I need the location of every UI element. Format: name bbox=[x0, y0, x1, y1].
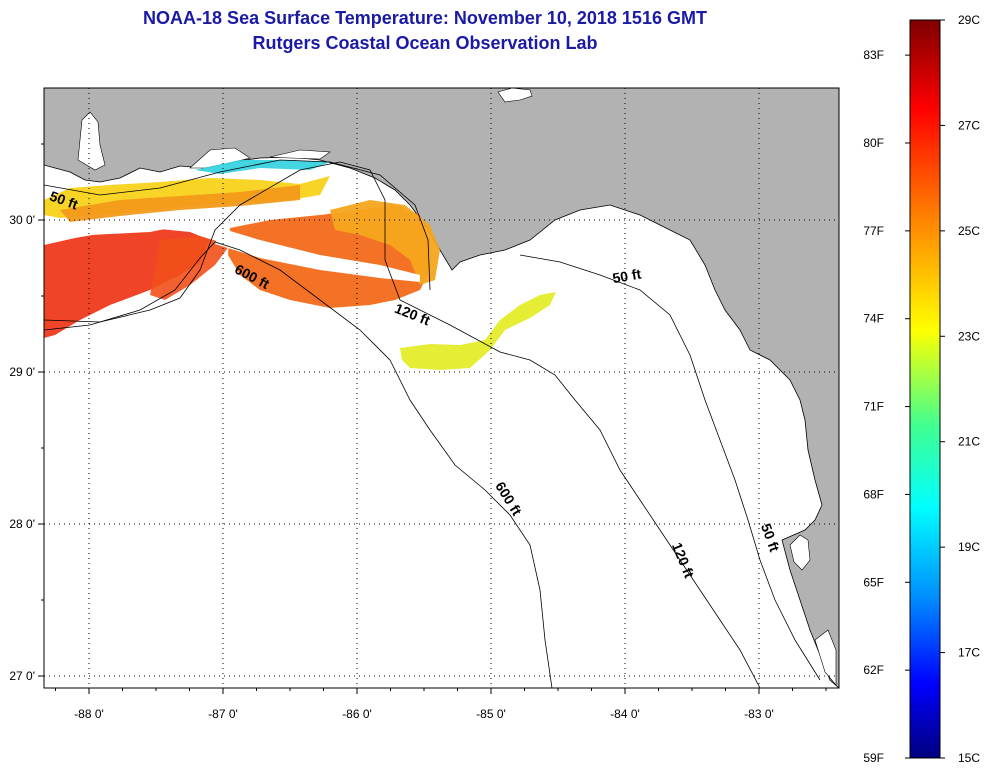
colorbar-label-fahrenheit: 68F bbox=[863, 487, 884, 501]
lon-tick-label: -87 0' bbox=[208, 707, 238, 721]
colorbar-label-fahrenheit: 77F bbox=[863, 224, 884, 238]
contour-50ft bbox=[44, 159, 431, 291]
sst-swath-orange-north bbox=[60, 185, 300, 222]
colorbar-label-celsius: 15C bbox=[958, 751, 980, 765]
lon-tick-label: -86 0' bbox=[342, 707, 372, 721]
lat-tick-label: 27 0' bbox=[9, 669, 35, 683]
lon-tick-label: -88 0' bbox=[74, 707, 104, 721]
tampa-bay bbox=[789, 534, 811, 571]
colorbar-label-celsius: 17C bbox=[958, 646, 980, 660]
colorbar-label-celsius: 23C bbox=[958, 329, 980, 343]
contour-50ft-east bbox=[519, 254, 821, 681]
colorbar bbox=[909, 19, 941, 759]
lake-okeechobee-area bbox=[497, 88, 533, 103]
colorbar-label-celsius: 25C bbox=[958, 224, 980, 238]
charlotte-harbor bbox=[814, 629, 837, 686]
colorbar-label-celsius: 21C bbox=[958, 435, 980, 449]
colorbar-label-fahrenheit: 83F bbox=[863, 48, 884, 62]
cloud-gap bbox=[215, 228, 420, 282]
contour-120ft bbox=[44, 161, 761, 688]
colorbar-label-celsius: 27C bbox=[958, 118, 980, 132]
lat-tick-label: 28 0' bbox=[9, 517, 35, 531]
map-frame bbox=[43, 87, 840, 689]
colorbar-label-celsius: 19C bbox=[958, 540, 980, 554]
sst-swath-red-center bbox=[150, 236, 230, 300]
colorbar-label-fahrenheit: 74F bbox=[863, 312, 884, 326]
choctawhatchee-bay bbox=[269, 149, 331, 160]
lon-tick-label: -85 0' bbox=[476, 707, 506, 721]
map-title: NOAA-18 Sea Surface Temperature: Novembe… bbox=[143, 8, 707, 28]
colorbar-label-fahrenheit: 71F bbox=[863, 400, 884, 414]
colorbar-label-fahrenheit: 62F bbox=[863, 663, 884, 677]
contour-600ft bbox=[44, 241, 553, 688]
lon-tick-label: -83 0' bbox=[744, 707, 774, 721]
colorbar-label-fahrenheit: 59F bbox=[863, 751, 884, 765]
lat-tick-label: 30 0' bbox=[9, 213, 35, 227]
contour-label: 50 ft bbox=[611, 265, 642, 286]
sst-swath-yellow-south bbox=[400, 292, 556, 370]
cloud-gap-2 bbox=[44, 222, 170, 238]
colorbar-label-celsius: 29C bbox=[958, 13, 980, 27]
colorbar-label-fahrenheit: 65F bbox=[863, 575, 884, 589]
lat-tick-label: 29 0' bbox=[9, 365, 35, 379]
lon-tick-label: -84 0' bbox=[610, 707, 640, 721]
map-subtitle: Rutgers Coastal Ocean Observation Lab bbox=[252, 33, 598, 53]
mobile-bay bbox=[77, 111, 106, 171]
colorbar-label-fahrenheit: 80F bbox=[863, 136, 884, 150]
